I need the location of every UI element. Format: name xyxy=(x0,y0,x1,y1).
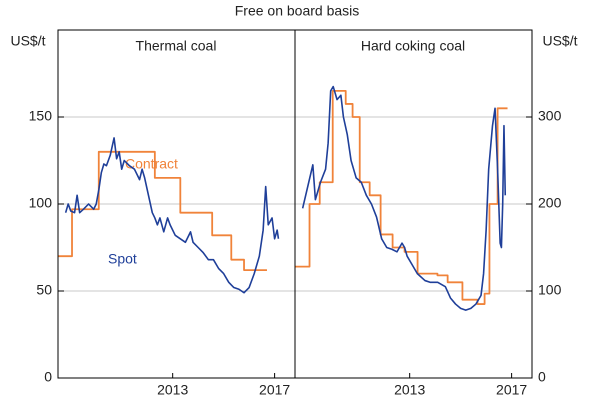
contract-line xyxy=(295,90,508,305)
x-tick-label: 2017 xyxy=(259,382,290,398)
y-axis-label: US$/t xyxy=(10,33,45,49)
y-tick-label: 150 xyxy=(29,108,53,124)
x-tick-label: 2017 xyxy=(496,382,527,398)
y-tick-label: 50 xyxy=(36,282,52,298)
y-tick-label: 200 xyxy=(538,195,562,211)
y-tick-label: 0 xyxy=(538,369,546,385)
spot-line xyxy=(64,137,280,294)
contract-line xyxy=(58,150,267,272)
x-tick-label: 2013 xyxy=(157,382,188,398)
y2-axis-label: US$/t xyxy=(542,33,577,49)
series-label: Spot xyxy=(108,251,137,267)
y-tick-label: 100 xyxy=(538,282,562,298)
y-tick-label: 100 xyxy=(29,195,53,211)
series-label: Contract xyxy=(125,156,178,172)
panel-title: Thermal coal xyxy=(136,38,217,54)
panel-title: Hard coking coal xyxy=(361,38,465,54)
x-tick-label: 2013 xyxy=(394,382,425,398)
y-tick-label: 300 xyxy=(538,108,562,124)
chart-title: Free on board basis xyxy=(235,3,360,19)
spot-line xyxy=(301,85,507,311)
y-tick-label: 0 xyxy=(44,369,52,385)
